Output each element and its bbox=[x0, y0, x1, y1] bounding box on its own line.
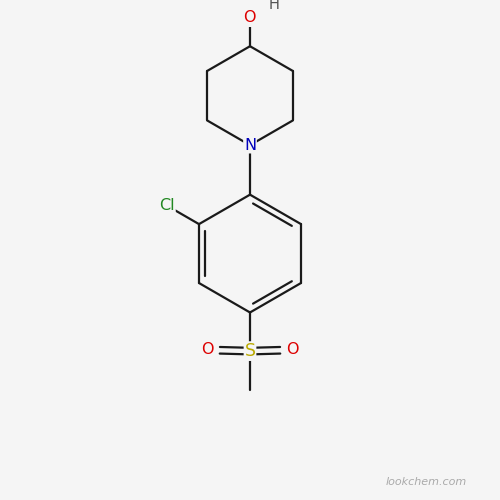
Text: Cl: Cl bbox=[160, 198, 175, 213]
Text: O: O bbox=[286, 342, 298, 356]
Text: lookchem.com: lookchem.com bbox=[386, 477, 467, 487]
Text: N: N bbox=[244, 138, 256, 152]
Text: O: O bbox=[243, 10, 256, 24]
Text: S: S bbox=[244, 342, 256, 360]
Text: H: H bbox=[269, 0, 280, 12]
Text: O: O bbox=[202, 342, 214, 356]
